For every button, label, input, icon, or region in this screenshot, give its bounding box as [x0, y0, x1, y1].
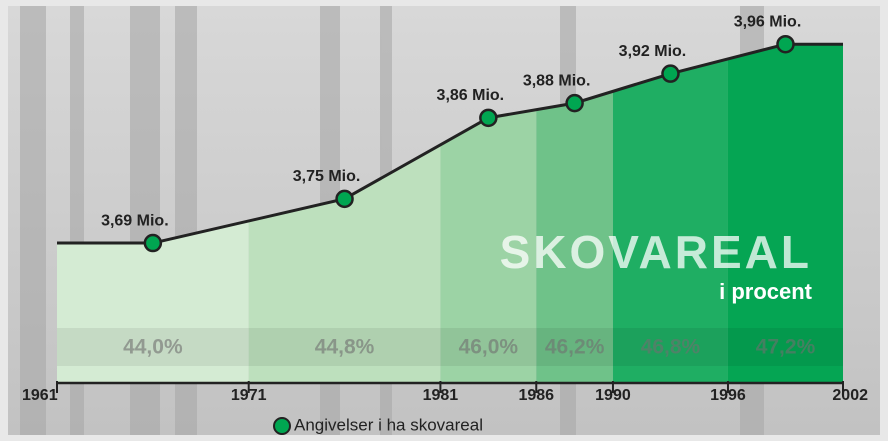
data-point	[337, 191, 353, 207]
x-tick-label: 1990	[595, 387, 631, 404]
percent-label: 44,0%	[123, 336, 183, 359]
value-label: 3,88 Mio.	[523, 72, 591, 89]
value-label: 3,69 Mio.	[101, 212, 169, 229]
x-tick-label: 1971	[231, 387, 267, 404]
x-tick-label: 2002	[832, 387, 868, 404]
x-tick-label: 1986	[518, 387, 554, 404]
value-label: 3,86 Mio.	[437, 87, 505, 104]
value-label: 3,75 Mio.	[293, 168, 361, 185]
percent-label: 44,8%	[315, 336, 375, 359]
data-point	[145, 235, 161, 251]
data-point	[567, 95, 583, 111]
period-band	[728, 0, 843, 383]
value-label: 3,92 Mio.	[619, 43, 687, 60]
data-point	[662, 66, 678, 82]
chart: 44,0% 44,8% 46,0% 46,2% 46,8% 47,2% 3,69 Mio. 3…	[0, 0, 888, 441]
data-point	[480, 110, 496, 126]
value-label: 3,96 Mio.	[734, 13, 802, 30]
x-tick-label: 1981	[423, 387, 459, 404]
chart-title: SKOVAREAL	[500, 226, 812, 278]
legend-label: Angivelser i ha skovareal	[294, 415, 483, 434]
x-tick-label: 1961	[22, 387, 58, 404]
data-point	[777, 36, 793, 52]
percent-label: 46,8%	[641, 336, 701, 359]
percent-label: 47,2%	[756, 336, 816, 359]
x-tick-label: 1996	[710, 387, 746, 404]
legend-marker	[274, 418, 290, 434]
percent-label: 46,2%	[545, 336, 605, 359]
percent-label: 46,0%	[459, 336, 519, 359]
chart-subtitle: i procent	[719, 279, 813, 304]
